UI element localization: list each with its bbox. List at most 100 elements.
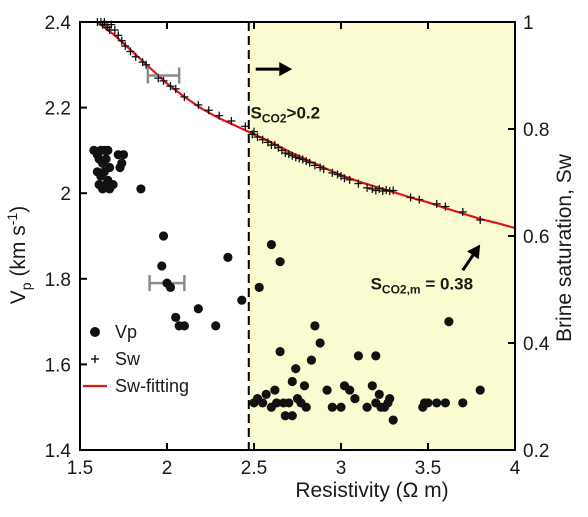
sw-point <box>345 175 354 184</box>
annotation-value: >0.2 <box>287 103 321 122</box>
vp-point <box>353 351 363 361</box>
vp-point <box>99 167 109 177</box>
arrow-head <box>467 244 481 260</box>
vp-point <box>275 346 285 357</box>
sw-point <box>305 158 314 167</box>
vp-point <box>322 385 332 395</box>
vp-point <box>458 398 468 408</box>
sw-point <box>458 207 467 216</box>
sw-point <box>363 183 372 192</box>
sw-point <box>194 100 203 109</box>
y-left-tick-label: 2 <box>60 184 71 205</box>
sw-point <box>432 199 441 208</box>
vp-point <box>388 415 398 425</box>
vp-point <box>362 402 372 412</box>
x-tick-label: 4 <box>510 458 521 479</box>
sw-point <box>159 76 168 85</box>
sw-point <box>126 47 135 56</box>
y-right-tick-label: 0.2 <box>523 441 549 462</box>
annotation-subscript: CO2,m <box>382 283 421 297</box>
vp-point <box>299 381 310 391</box>
y-axis-right-title: Brine saturation, Sw <box>553 153 576 342</box>
vp-point <box>345 385 355 395</box>
sw-point <box>121 42 130 51</box>
sw-point <box>142 60 151 69</box>
vp-point <box>101 154 111 164</box>
y-left-tick-label: 2.2 <box>45 99 71 120</box>
legend-label: Sw-fitting <box>115 376 189 396</box>
vp-point <box>103 145 113 155</box>
vp-point <box>371 351 381 361</box>
vp-point <box>179 321 189 331</box>
sw-point <box>302 157 311 166</box>
sw-point <box>215 111 224 120</box>
vp-point <box>118 150 129 160</box>
sw-series <box>93 18 485 224</box>
sw-point <box>166 82 175 91</box>
x-tick-label: 1.5 <box>67 458 93 479</box>
legend-circle-marker <box>90 327 100 337</box>
vp-point <box>287 411 297 421</box>
y-axis-left-title: Vp (km s-1) <box>4 206 34 304</box>
vp-point <box>136 184 146 194</box>
sw-point <box>441 202 450 211</box>
vp-point <box>418 402 428 412</box>
x-axis-title: Resistivity (Ω m) <box>295 479 448 502</box>
vp-point <box>284 398 294 408</box>
sw-point <box>180 92 189 101</box>
tick-labels: 1.5 2 2.5 3 3.5 4 1.4 1.6 1.8 2 2.2 2.4 0.2 0.4 0.6 0.8… <box>45 13 550 479</box>
sw-point <box>288 151 297 160</box>
y-left-tick-label: 1.6 <box>45 355 71 376</box>
annotation-subscript: CO2 <box>262 111 287 125</box>
vp-point <box>108 180 118 190</box>
sw-point <box>110 26 119 35</box>
y-left-tick-label: 1.4 <box>45 441 72 462</box>
y-left-tick-label: 1.8 <box>45 270 71 291</box>
annotation-symbol: S <box>371 275 382 294</box>
vp-point <box>336 402 346 412</box>
vp-point <box>287 376 297 387</box>
plot-frame <box>79 21 516 451</box>
y-right-tick-label: 0.8 <box>523 120 549 141</box>
vp-point <box>475 385 485 395</box>
sw-point <box>241 122 250 131</box>
y-right-tick-label: 0.4 <box>523 334 550 355</box>
vp-point <box>444 317 454 327</box>
arrow-head <box>279 62 293 77</box>
sw-point <box>227 116 236 125</box>
vp-point <box>327 402 337 412</box>
x-tick-label: 2 <box>162 458 173 479</box>
vp-point <box>157 261 167 271</box>
sw-point <box>250 127 258 136</box>
co2-threshold-shaded-region <box>248 22 515 450</box>
x-tick-label: 3 <box>336 458 347 479</box>
vp-point <box>266 239 276 250</box>
vp-point <box>275 257 285 267</box>
sw-point <box>389 186 398 195</box>
sw-point <box>284 150 293 159</box>
legend-item: Sw <box>91 349 141 369</box>
sw-point <box>328 168 337 177</box>
y-left-title-sup: -1 <box>4 213 20 226</box>
sw-point <box>154 74 163 83</box>
vp-point <box>367 381 377 391</box>
legend-label: Sw <box>115 349 141 369</box>
sw-point <box>281 149 290 158</box>
vp-point <box>315 338 325 348</box>
sw-point <box>310 161 319 170</box>
sw-point <box>258 135 267 144</box>
sw-point <box>291 153 300 162</box>
vp-point <box>165 282 176 292</box>
sw-point <box>253 133 262 142</box>
vp-point <box>158 231 169 241</box>
vp-point <box>301 402 311 412</box>
vp-point <box>211 321 221 331</box>
vp-point <box>350 394 360 404</box>
vp-point <box>237 295 247 305</box>
y-right-tick-label: 0.6 <box>523 227 549 248</box>
sw-point <box>298 155 307 164</box>
sw-point <box>340 174 349 183</box>
sw-point <box>333 170 342 179</box>
